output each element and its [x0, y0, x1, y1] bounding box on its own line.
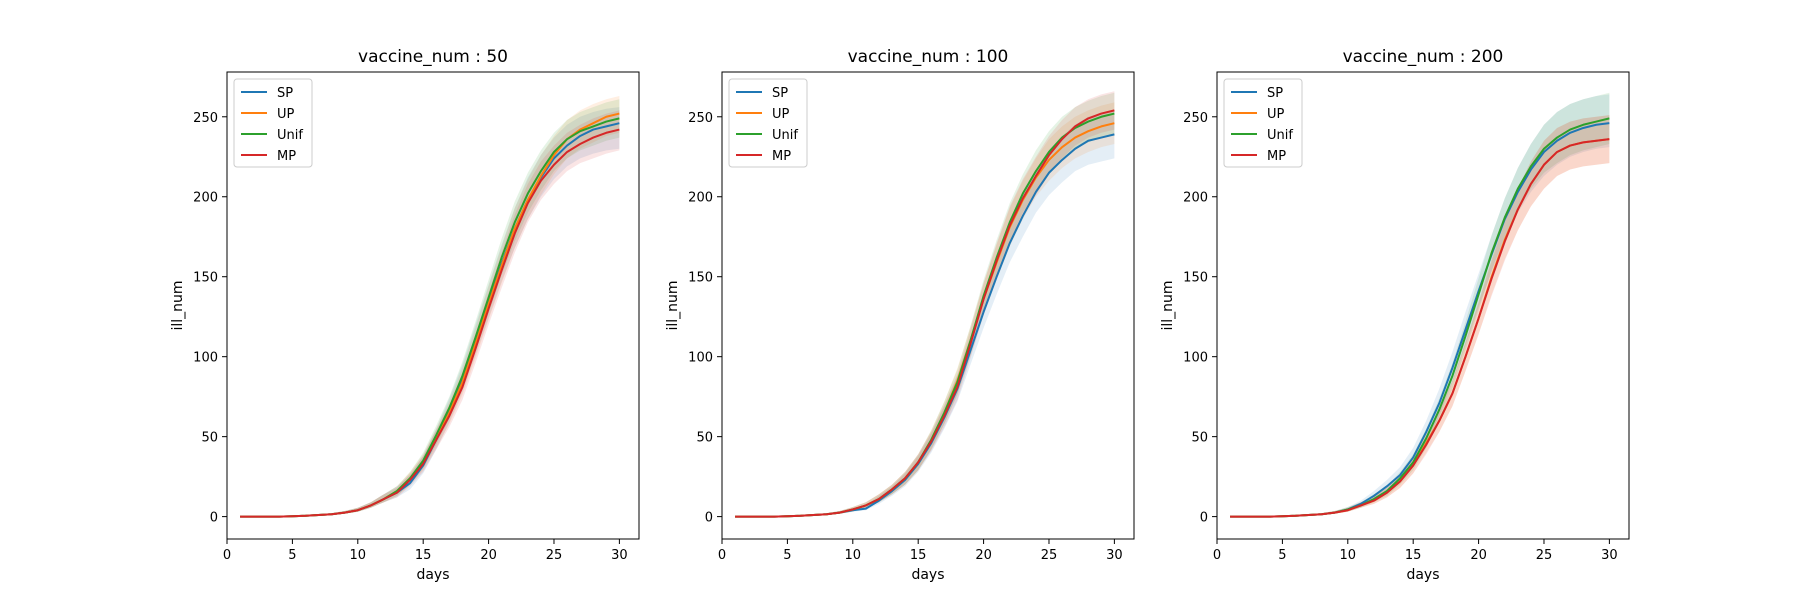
chart-title: vaccine_num : 50 — [358, 47, 508, 67]
y-tick-label: 150 — [193, 271, 218, 286]
legend-box — [1223, 78, 1303, 168]
band-mp — [240, 110, 620, 517]
y-tick-label: 0 — [1200, 511, 1208, 526]
y-tick-label: 150 — [688, 271, 713, 286]
y-tick-label: 100 — [193, 351, 218, 366]
x-tick-label: 15 — [910, 548, 927, 563]
legend-box — [728, 78, 808, 168]
x-axis-label: days — [416, 567, 449, 583]
x-tick-label: 25 — [546, 548, 563, 563]
legend-label-up: UP — [277, 107, 295, 122]
x-tick-label: 30 — [1601, 548, 1618, 563]
x-tick-label: 5 — [783, 548, 791, 563]
legend-label-sp: SP — [772, 86, 788, 101]
x-axis-label: days — [1406, 567, 1439, 583]
legend-label-up: UP — [772, 107, 790, 122]
x-tick-label: 0 — [718, 548, 726, 563]
legend: SP UP Unif MP — [1223, 78, 1303, 168]
x-tick-label: 20 — [480, 548, 497, 563]
legend-label-up: UP — [1267, 107, 1285, 122]
x-tick-label: 25 — [1536, 548, 1553, 563]
y-tick-label: 200 — [1183, 191, 1208, 206]
y-axis-label: ill_num — [1160, 280, 1176, 330]
x-tick-label: 20 — [1470, 548, 1487, 563]
x-tick-label: 30 — [1106, 548, 1123, 563]
x-tick-label: 0 — [223, 548, 231, 563]
series-line-mp — [735, 109, 1115, 518]
x-tick-label: 15 — [1405, 548, 1422, 563]
x-tick-label: 20 — [975, 548, 992, 563]
axes-frame — [721, 71, 1135, 540]
x-tick-label: 5 — [1278, 548, 1286, 563]
series-line-mp — [240, 128, 620, 518]
legend-label-sp: SP — [277, 86, 293, 101]
band-sp — [735, 110, 1115, 517]
y-tick-label: 50 — [201, 431, 218, 446]
y-tick-label: 50 — [696, 431, 713, 446]
band-mp — [735, 91, 1115, 517]
y-tick-label: 100 — [1183, 351, 1208, 366]
y-tick-label: 0 — [705, 511, 713, 526]
legend-label-mp: MP — [1267, 149, 1286, 164]
x-axis-label: days — [911, 567, 944, 583]
x-tick-label: 15 — [415, 548, 432, 563]
series-line-mp — [1230, 138, 1610, 518]
chart-title: vaccine_num : 100 — [848, 47, 1009, 67]
legend-box — [233, 78, 313, 168]
chart-panel-2: 0 5 10 15 20 25 30 0 50 100 150 200 250 vaccine_num :… — [665, 47, 1135, 583]
legend-label-mp: MP — [772, 149, 791, 164]
chart-title: vaccine_num : 200 — [1343, 47, 1504, 67]
legend: SP UP Unif MP — [233, 78, 313, 168]
axes-frame — [226, 71, 640, 540]
legend-label-unif: Unif — [1267, 128, 1293, 143]
x-tick-label: 5 — [288, 548, 296, 563]
legend-label-mp: MP — [277, 149, 296, 164]
chart-panel-3: 0 5 10 15 20 25 30 0 50 100 150 200 250 vaccine_num :… — [1160, 47, 1630, 583]
y-tick-label: 250 — [193, 111, 218, 126]
y-tick-label: 250 — [1183, 111, 1208, 126]
y-tick-label: 150 — [1183, 271, 1208, 286]
x-tick-label: 10 — [350, 548, 367, 563]
x-tick-label: 10 — [1340, 548, 1357, 563]
legend-label-sp: SP — [1267, 86, 1283, 101]
y-tick-label: 250 — [688, 111, 713, 126]
y-tick-label: 200 — [688, 191, 713, 206]
y-axis-label: ill_num — [170, 280, 186, 330]
y-tick-label: 200 — [193, 191, 218, 206]
axes-frame — [1216, 71, 1630, 540]
y-tick-label: 100 — [688, 351, 713, 366]
legend-label-unif: Unif — [277, 128, 303, 143]
chart-panel-1: 0 5 10 15 20 25 30 0 50 100 150 200 250 vaccine_num :… — [170, 47, 640, 583]
y-axis-label: ill_num — [665, 280, 681, 330]
x-tick-label: 25 — [1041, 548, 1058, 563]
legend-label-unif: Unif — [772, 128, 798, 143]
y-tick-label: 50 — [1191, 431, 1208, 446]
y-tick-label: 0 — [210, 511, 218, 526]
x-tick-label: 10 — [845, 548, 862, 563]
x-tick-label: 30 — [611, 548, 628, 563]
band-unif — [240, 99, 620, 517]
legend: SP UP Unif MP — [728, 78, 808, 168]
x-tick-label: 0 — [1213, 548, 1221, 563]
